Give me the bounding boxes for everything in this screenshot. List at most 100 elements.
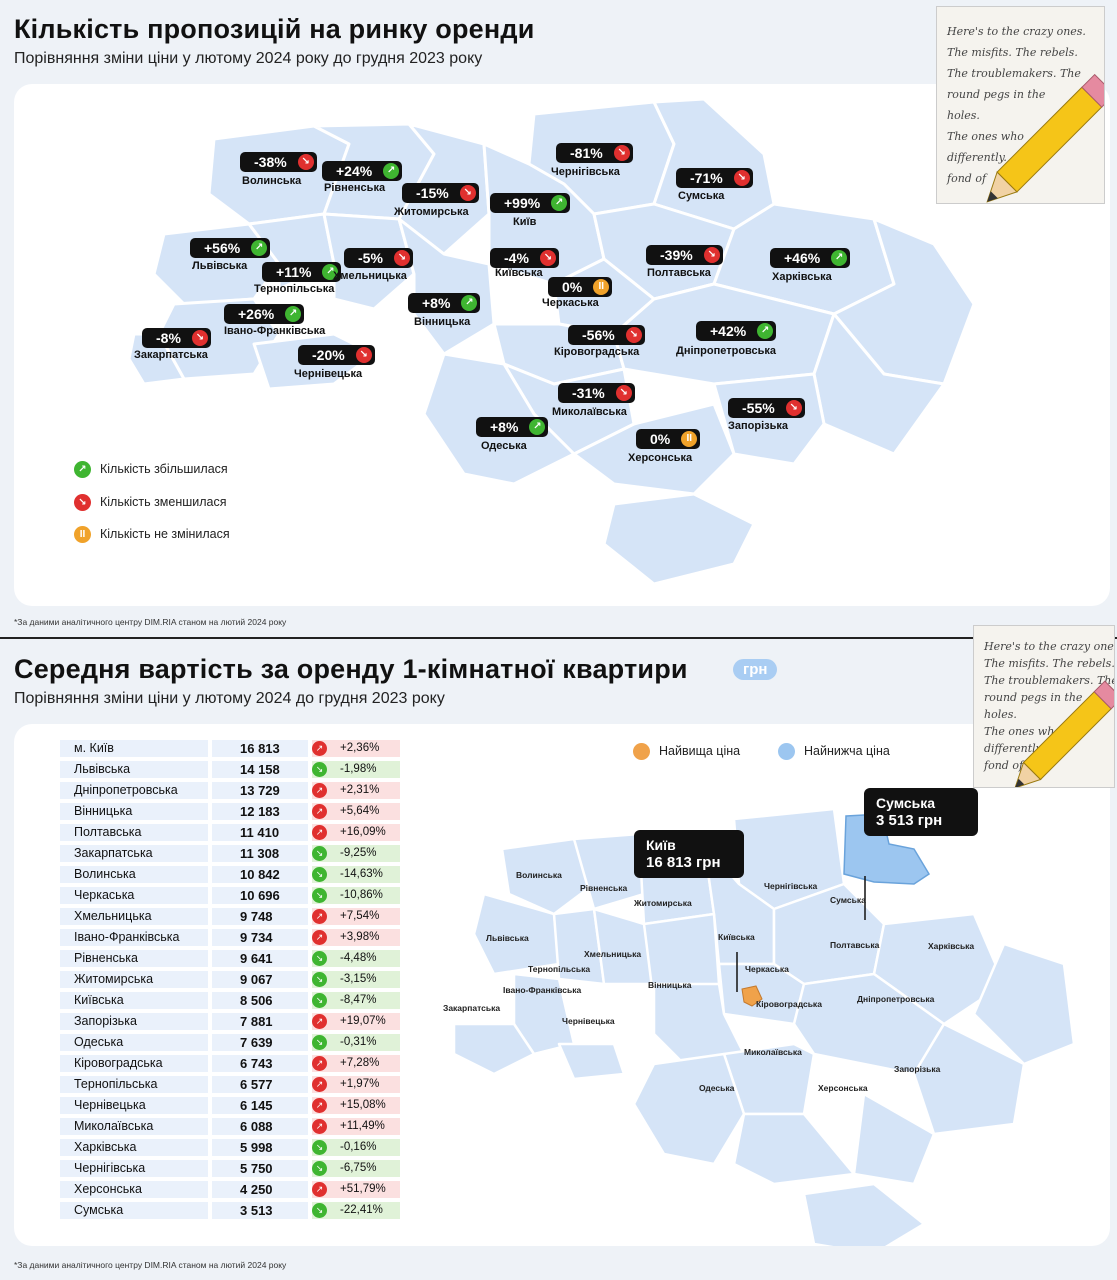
table-cell-change: ↘ -8,47% <box>312 992 400 1009</box>
table-cell-change: ↗ +2,31% <box>312 782 400 799</box>
change-badge-region-3: +99% ↗ <box>490 193 571 213</box>
table-row: Рівненська 9 641 ↘ -4,48% <box>60 950 400 967</box>
map-highlight-kyiv <box>741 985 763 1007</box>
map-region-khersonska <box>572 402 736 496</box>
arrow-up-icon: ↗ <box>251 240 268 256</box>
change-badge-region-16: -20% ↘ <box>298 345 375 365</box>
change-value: -38% <box>254 154 287 170</box>
arrow-down-icon: ↘ <box>312 888 327 903</box>
region-name-region-1: Рівненська <box>324 182 386 194</box>
note-line: differently. <box>984 742 1044 755</box>
table-cell-region: Львівська <box>60 761 208 778</box>
change-value: +56% <box>204 240 241 256</box>
note-line: The ones who <box>947 130 1024 143</box>
map-label: Херсонська <box>818 1083 868 1093</box>
table-row: Львівська 14 158 ↘ -1,98% <box>60 761 400 778</box>
region-name-region-7: Тернопільська <box>254 283 335 295</box>
table-cell-region: Хмельницька <box>60 908 208 925</box>
table-cell-region: Черкаська <box>60 887 208 904</box>
arrow-down-icon: ↘ <box>703 247 720 263</box>
map-label: Київська <box>718 932 755 942</box>
arrow-down-icon: ↘ <box>312 993 327 1008</box>
legend-decreased: ↘ Кількість зменшилася <box>74 494 227 511</box>
table-cell-price: 11 308 <box>212 845 308 862</box>
table-cell-change: ↘ -22,41% <box>312 1202 400 1219</box>
arrow-up-icon: ↗ <box>312 741 327 756</box>
change-value: -20% <box>312 347 345 363</box>
table-cell-change: ↗ +11,49% <box>312 1118 400 1135</box>
arrow-up-icon: ↗ <box>461 295 478 311</box>
note-line: differently. <box>947 151 1007 164</box>
region-name-region-0: Волинська <box>242 175 302 187</box>
blue-dot-icon <box>778 743 795 760</box>
table-cell-region: Волинська <box>60 866 208 883</box>
change-value: -39% <box>660 247 693 263</box>
arrow-up-icon: ↗ <box>74 461 91 478</box>
region-name-region-14: Івано-Франківська <box>224 325 326 337</box>
table-cell-price: 7 881 <box>212 1013 308 1030</box>
table-row: Черкаська 10 696 ↘ -10,86% <box>60 887 400 904</box>
map-label: Вінницька <box>648 980 692 990</box>
region-name-region-12: Черкаська <box>542 297 599 309</box>
arrow-down-icon: ↘ <box>355 347 372 363</box>
region-name-region-18: Дніпропетровська <box>676 345 777 357</box>
map-label: Закарпатська <box>443 1003 501 1013</box>
table-cell-region: Дніпропетровська <box>60 782 208 799</box>
offers-footnote: *За даними аналітичного центру DIM.RIA с… <box>14 617 287 627</box>
table-cell-region: Харківська <box>60 1139 208 1156</box>
arrow-down-icon: ↘ <box>615 385 632 401</box>
note-line: holes. <box>947 109 980 122</box>
change-value: +24% <box>336 163 373 179</box>
table-cell-price: 14 158 <box>212 761 308 778</box>
offers-section: Кількість пропозицій на ринку оренди Пор… <box>14 14 1110 627</box>
arrow-down-icon: ↘ <box>191 330 208 346</box>
rent-title: Середня вартість за оренду 1-кімнатної к… <box>14 654 688 684</box>
table-row: Сумська 3 513 ↘ -22,41% <box>60 1202 400 1219</box>
table-row: Миколаївська 6 088 ↗ +11,49% <box>60 1118 400 1135</box>
region-name-region-3: Київ <box>513 216 537 228</box>
arrow-up-icon: ↗ <box>551 195 568 211</box>
region-name-region-21: Одеська <box>481 440 527 452</box>
map-label: Дніпропетровська <box>857 994 935 1004</box>
change-value: -8% <box>156 330 181 346</box>
map-label: Запорізька <box>894 1064 941 1074</box>
table-row: м. Київ 16 813 ↗ +2,36% <box>60 740 400 757</box>
change-value: 0% <box>562 279 583 295</box>
change-value: +26% <box>238 306 275 322</box>
table-cell-region: Київська <box>60 992 208 1009</box>
table-cell-price: 7 639 <box>212 1034 308 1051</box>
table-cell-price: 6 743 <box>212 1055 308 1072</box>
change-badge-region-17: -56% ↘ <box>568 325 645 345</box>
note-line: The troublemakers. The <box>947 67 1081 80</box>
table-cell-region: Запорізька <box>60 1013 208 1030</box>
note-line: The misfits. The rebels. <box>947 46 1078 59</box>
change-value: -31% <box>572 385 605 401</box>
region-name-region-8: Хмельницька <box>333 270 407 282</box>
region-name-region-2: Житомирська <box>394 206 469 218</box>
pause-icon: II <box>681 431 698 447</box>
table-cell-change: ↘ -9,25% <box>312 845 400 862</box>
change-badge-region-9: -4% ↘ <box>490 248 559 268</box>
region-name-region-16: Чернівецька <box>294 368 363 380</box>
callout-highest: Київ 16 813 грн <box>634 830 744 878</box>
change-value: +8% <box>422 295 451 311</box>
change-badge-region-12: 0% II <box>548 277 613 297</box>
map-label: Черкаська <box>745 964 789 974</box>
arrow-down-icon: ↘ <box>312 846 327 861</box>
arrow-down-icon: ↘ <box>312 1161 327 1176</box>
arrow-up-icon: ↗ <box>312 1098 327 1113</box>
region-name-region-6: Львівська <box>192 260 248 272</box>
notepad-pencil-icon-small: Here's to the crazy ones. The misfits. Th… <box>973 625 1115 788</box>
pause-icon: II <box>74 526 91 543</box>
arrow-down-icon: ↘ <box>312 1203 327 1218</box>
note-line: round pegs in the <box>947 88 1046 101</box>
legend-lowest-price: Найнижча ціна <box>778 743 890 760</box>
region-name-region-10: Полтавська <box>647 267 711 279</box>
arrow-down-icon: ↘ <box>312 867 327 882</box>
map-label: Харківська <box>928 941 975 951</box>
note-line: holes. <box>984 708 1017 721</box>
arrow-down-icon: ↘ <box>625 327 642 343</box>
change-badge-region-18: +42% ↗ <box>696 321 777 341</box>
table-cell-change: ↗ +15,08% <box>312 1097 400 1114</box>
arrow-up-icon: ↗ <box>529 419 546 435</box>
